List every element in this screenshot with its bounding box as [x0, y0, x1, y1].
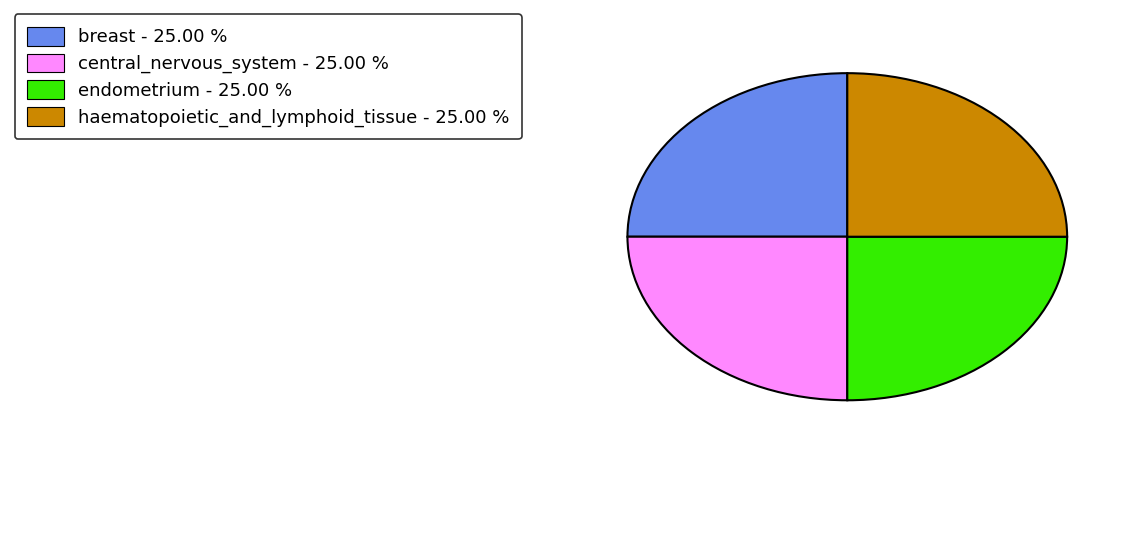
- Wedge shape: [627, 237, 847, 400]
- Wedge shape: [847, 237, 1067, 400]
- Wedge shape: [627, 73, 847, 237]
- Wedge shape: [847, 73, 1067, 237]
- Legend: breast - 25.00 %, central_nervous_system - 25.00 %, endometrium - 25.00 %, haema: breast - 25.00 %, central_nervous_system…: [15, 15, 522, 139]
